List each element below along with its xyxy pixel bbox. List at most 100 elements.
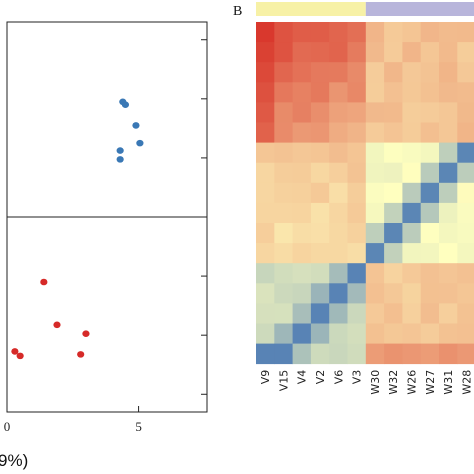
heatmap-cell-r9-c0 <box>256 202 275 224</box>
heatmap-cell-r11-c1 <box>274 243 293 264</box>
heatmap-cell-r15-c3 <box>310 323 330 344</box>
heatmap-cell-r15-c7 <box>384 323 403 344</box>
scatter-point-s0-4 <box>116 147 124 154</box>
heatmap-cell-r1-c10 <box>439 42 458 63</box>
heatmap-cell-r8-c9 <box>420 182 440 204</box>
heatmap-cell-r14-c2 <box>292 303 312 324</box>
heatmap-column-labels: V9 V15 V4 V2 V6 V3 W30 W32 W26 W27 W31 W28 <box>259 370 473 395</box>
heatmap-cell-r7-c3 <box>310 162 330 184</box>
heatmap-cell-r10-c11 <box>457 223 474 244</box>
heatmap-cell-r1-c0 <box>256 42 275 63</box>
heatmap-cell-r1-c2 <box>292 42 312 63</box>
heatmap-cell-r11-c9 <box>420 243 440 264</box>
heatmap-column-label-w30: W30 <box>369 370 382 395</box>
heatmap-column-label-v9: V9 <box>259 370 272 385</box>
heatmap-cell-r0-c7 <box>384 22 403 43</box>
heatmap-cell-r7-c2 <box>292 162 312 184</box>
heatmap-cell-r3-c0 <box>256 82 275 103</box>
heatmap-cell-r13-c4 <box>329 283 348 304</box>
heatmap-cell-r3-c3 <box>310 82 330 103</box>
heatmap-cell-r9-c4 <box>329 202 348 224</box>
heatmap-cell-r0-c4 <box>329 22 348 43</box>
heatmap-cell-r12-c9 <box>420 263 440 284</box>
heatmap-cell-r12-c5 <box>347 263 367 284</box>
heatmap-cell-r10-c6 <box>365 223 385 244</box>
heatmap-cell-r5-c3 <box>310 122 330 143</box>
heatmap-cell-r1-c11 <box>457 42 474 63</box>
heatmap-cell-r0-c11 <box>457 22 474 43</box>
heatmap-cell-r10-c1 <box>274 223 293 244</box>
heatmap-cell-r11-c8 <box>402 243 422 264</box>
heatmap-cell-r4-c7 <box>384 102 403 123</box>
heatmap-cell-r9-c11 <box>457 202 474 224</box>
heatmap-cell-r12-c1 <box>274 263 293 284</box>
heatmap-column-label-v3: V3 <box>351 370 364 385</box>
heatmap-cell-r16-c9 <box>420 343 440 365</box>
heatmap-cell-r1-c9 <box>420 42 440 63</box>
heatmap-cell-r0-c3 <box>310 22 330 43</box>
heatmap-cell-r7-c0 <box>256 162 275 184</box>
heatmap-cell-r3-c1 <box>274 82 293 103</box>
heatmap-cell-r14-c3 <box>310 303 330 324</box>
heatmap-cell-r16-c1 <box>274 343 293 365</box>
heatmap-cell-r1-c5 <box>347 42 367 63</box>
heatmap-cell-r5-c2 <box>292 122 312 143</box>
heatmap-cell-r10-c7 <box>384 223 403 244</box>
heatmap-cell-r2-c5 <box>347 62 367 83</box>
scatter-point-s1-0 <box>40 278 48 286</box>
heatmap-cell-r16-c5 <box>347 343 367 365</box>
heatmap-cell-r13-c8 <box>402 283 422 304</box>
heatmap-cell-r13-c5 <box>347 283 367 304</box>
heatmap-cell-r14-c8 <box>402 303 422 324</box>
heatmap-cell-r11-c11 <box>457 243 474 264</box>
heatmap-cell-r5-c9 <box>420 122 440 143</box>
scatter-point-s1-3 <box>11 348 19 355</box>
heatmap-cell-r8-c0 <box>256 182 275 204</box>
heatmap-cell-r14-c11 <box>457 303 474 324</box>
heatmap-column-label-v15: V15 <box>277 370 290 392</box>
heatmap-cell-r0-c10 <box>439 22 458 43</box>
heatmap-cell-r2-c7 <box>384 62 403 83</box>
heatmap-cell-r13-c11 <box>457 283 474 304</box>
heatmap-cell-r6-c2 <box>292 142 312 164</box>
heatmap-cell-r3-c5 <box>347 82 367 103</box>
heatmap-cell-r6-c7 <box>384 142 403 164</box>
heatmap-cell-r1-c4 <box>329 42 348 63</box>
heatmap-cell-r16-c2 <box>292 343 312 365</box>
heatmap-cell-r8-c6 <box>365 182 385 204</box>
heatmap-cell-r1-c6 <box>365 42 385 63</box>
heatmap-cell-r14-c9 <box>420 303 440 324</box>
heatmap-cell-r7-c6 <box>365 162 385 184</box>
heatmap-cell-r14-c5 <box>347 303 367 324</box>
heatmap-cell-r6-c8 <box>402 142 422 164</box>
heatmap-cell-r3-c7 <box>384 82 403 103</box>
heatmap-cell-r7-c7 <box>384 162 403 184</box>
heatmap-cell-r5-c11 <box>457 122 474 143</box>
heatmap-cell-r3-c9 <box>420 82 440 103</box>
x-tick-label-0: 0 <box>4 419 11 434</box>
heatmap-cell-r6-c5 <box>347 142 367 164</box>
heatmap-cell-r15-c5 <box>347 323 367 344</box>
heatmap-cell-r1-c8 <box>402 42 422 63</box>
x-axis-label-fragment: 9%) <box>0 451 28 470</box>
heatmap-cell-r8-c8 <box>402 182 422 204</box>
heatmap-cell-r16-c0 <box>256 343 275 365</box>
heatmap-cell-r16-c7 <box>384 343 403 365</box>
heatmap-cell-r13-c9 <box>420 283 440 304</box>
heatmap-cell-r8-c5 <box>347 182 367 204</box>
heatmap-cell-r12-c0 <box>256 263 275 284</box>
heatmap-cell-r7-c5 <box>347 162 367 184</box>
heatmap-column-label-w32: W32 <box>387 370 400 395</box>
heatmap-column-label-w26: W26 <box>406 370 419 395</box>
heatmap-cell-r2-c11 <box>457 62 474 83</box>
heatmap-panel: B V9 V15 V4 V2 V6 V3 W30 W32 W26 W27 W31 W28 <box>233 2 474 395</box>
heatmap-cell-r10-c2 <box>292 223 312 244</box>
heatmap-cell-r14-c0 <box>256 303 275 324</box>
heatmap-cell-r3-c10 <box>439 82 458 103</box>
heatmap-cell-r15-c10 <box>439 323 458 344</box>
heatmap-cell-r14-c10 <box>439 303 458 324</box>
heatmap-cell-r5-c10 <box>439 122 458 143</box>
heatmap-cell-r1-c7 <box>384 42 403 63</box>
heatmap-cell-r4-c8 <box>402 102 422 123</box>
heatmap-cell-r4-c1 <box>274 102 293 123</box>
